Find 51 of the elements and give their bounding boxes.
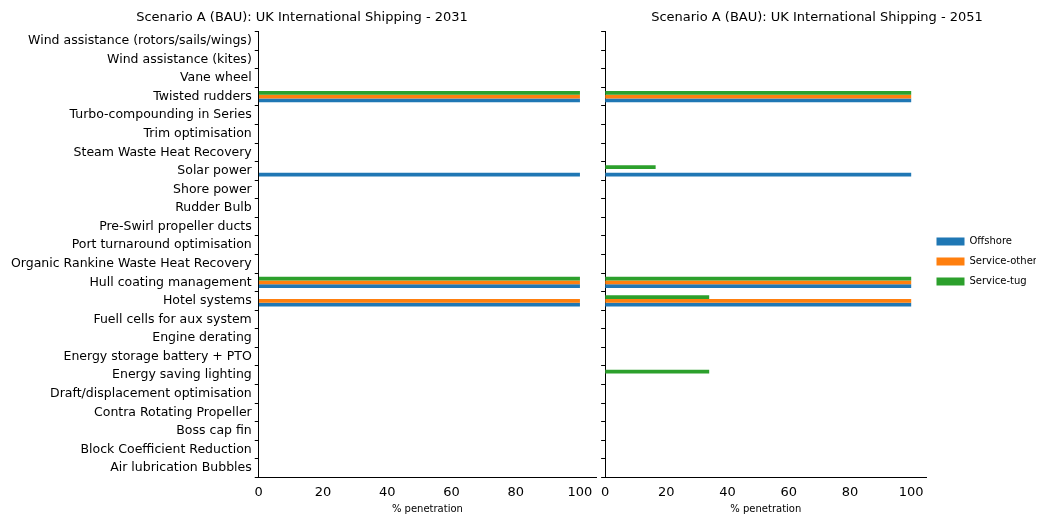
bar <box>605 299 912 303</box>
legend-label: Service-tug <box>969 275 1027 287</box>
legend-label: Offshore <box>969 235 1012 247</box>
x-tick-label: 40 <box>719 483 736 499</box>
y-tick-label: Fuell cells for aux system <box>93 310 252 326</box>
y-tick-label: Twisted rudders <box>152 87 252 103</box>
bar <box>605 98 912 103</box>
x-tick-label: 20 <box>658 483 675 499</box>
y-tick-label: Trim optimisation <box>142 125 252 141</box>
x-tick-label: 40 <box>378 483 396 499</box>
y-tick-label: Energy storage battery + PTO <box>63 347 252 363</box>
y-tick-label: Solar power <box>177 162 253 178</box>
y-tick-label: Wind assistance (kites) <box>107 50 252 66</box>
y-tick-label: Shore power <box>173 180 253 196</box>
bar <box>605 302 912 307</box>
x-axis-title: % penetration <box>730 502 802 514</box>
y-tick-label: Air lubrication Bubbles <box>110 459 252 475</box>
x-tick-label: 60 <box>443 483 460 499</box>
x-axis-title: % penetration <box>391 502 463 514</box>
y-tick-label: Pre-Swirl propeller ducts <box>99 217 252 233</box>
y-tick-label: Hull coating management <box>89 273 252 289</box>
x-tick-label: 80 <box>841 483 859 499</box>
y-tick-label: Turbo-compounding in Series <box>68 106 252 122</box>
y-tick-label: Engine derating <box>152 329 252 345</box>
y-tick-label: Hotel systems <box>162 292 252 308</box>
bar <box>605 284 912 288</box>
x-tick-label: 60 <box>780 483 798 499</box>
y-tick-label: Steam Waste Heat Recovery <box>73 143 253 159</box>
x-tick-label: 100 <box>567 483 593 499</box>
y-tick-label: Energy saving lighting <box>112 366 252 382</box>
chart-title: Scenario A (BAU): UK International Shipping - 2051 <box>651 9 983 25</box>
x-tick-label: 0 <box>600 483 610 499</box>
y-tick-label: Port turnaround optimisation <box>71 236 252 252</box>
y-tick-label: Organic Rankine Waste Heat Recovery <box>11 255 253 271</box>
bar <box>605 276 912 281</box>
chart-title: Scenario A (BAU): UK International Shipping - 2031 <box>136 9 468 25</box>
x-tick-label: 20 <box>314 483 332 499</box>
y-tick-label: Draft/displacement optimisation <box>50 385 252 401</box>
y-tick-label: Vane wheel <box>179 69 252 85</box>
y-tick-label: Block Coefficient Reduction <box>80 440 252 456</box>
bar <box>605 91 912 95</box>
bar <box>605 295 710 300</box>
x-tick-label: 100 <box>898 483 924 499</box>
bar <box>605 165 656 170</box>
y-tick-label: Wind assistance (rotors/sails/wings) <box>28 32 252 48</box>
y-tick-label: Contra Rotating Propeller <box>94 403 253 419</box>
x-tick-label: 80 <box>507 483 524 499</box>
legend-label: Service-other <box>969 255 1038 267</box>
y-tick-label: Boss cap fin <box>176 422 252 438</box>
x-tick-label: 0 <box>254 483 263 499</box>
y-tick-label: Rudder Bulb <box>175 199 252 215</box>
